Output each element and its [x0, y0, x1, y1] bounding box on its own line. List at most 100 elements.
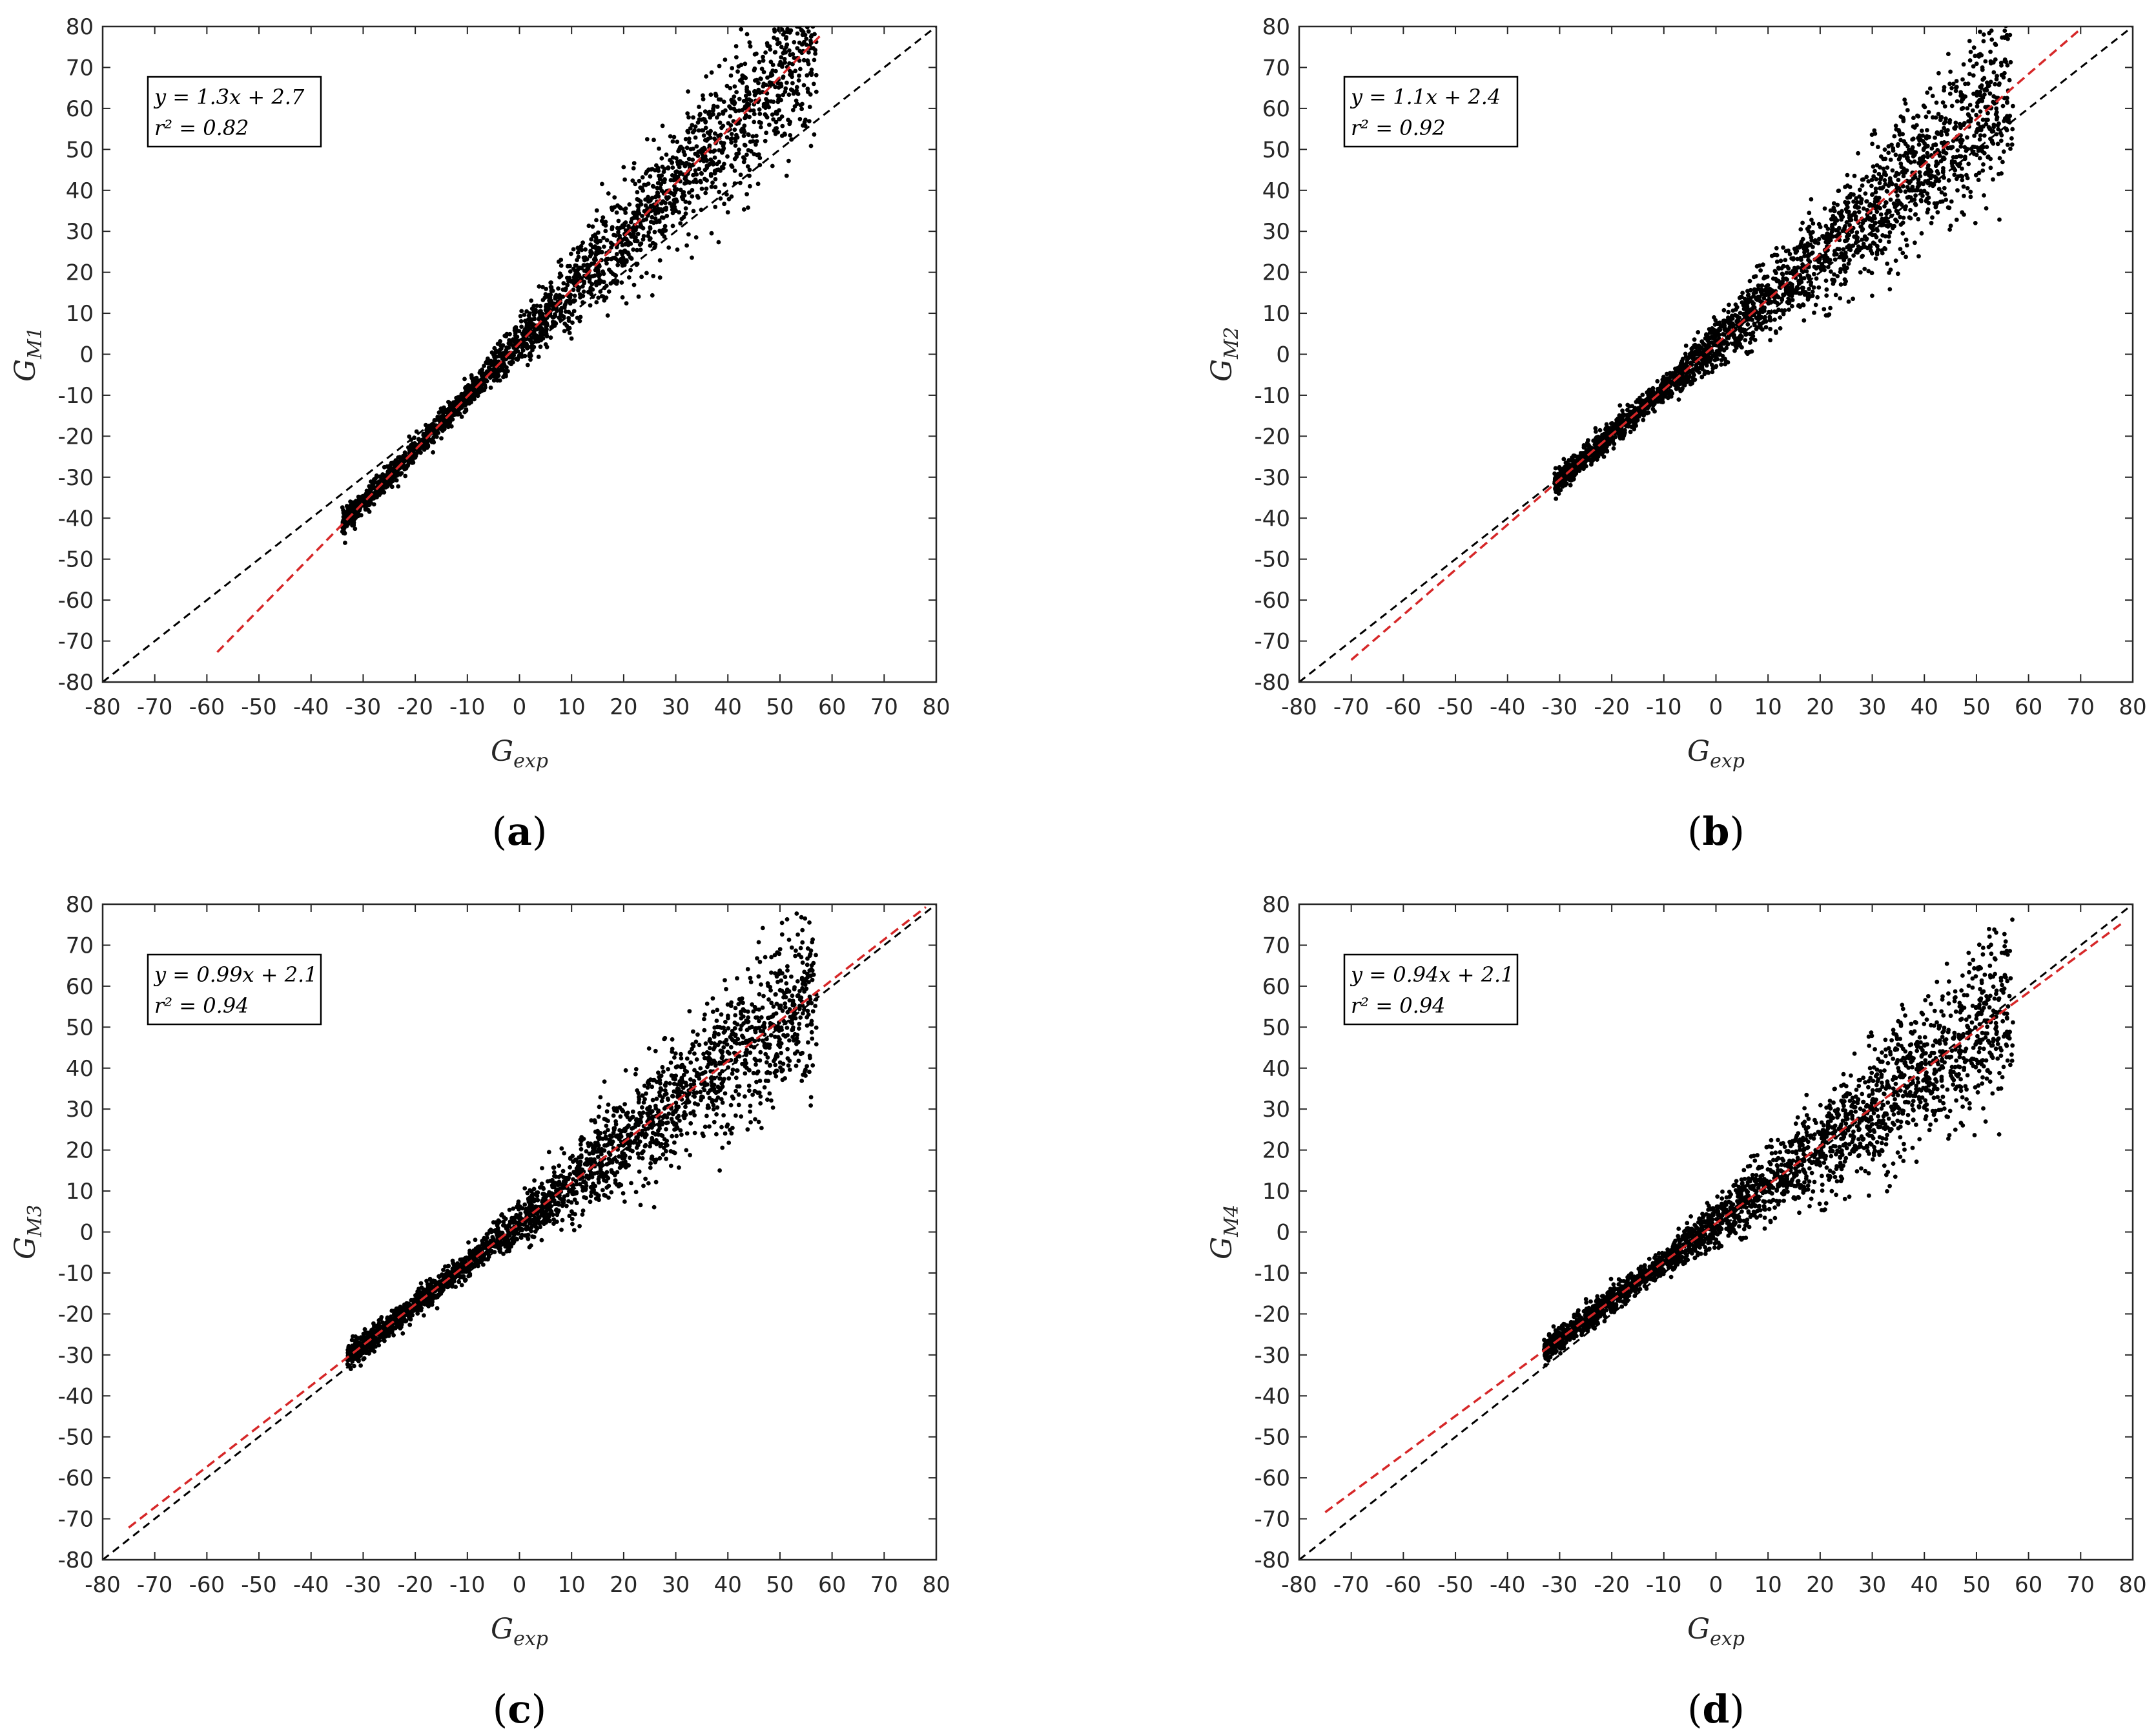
scatter-point — [1811, 245, 1815, 249]
scatter-point — [734, 21, 739, 25]
scatter-point — [1885, 209, 1890, 214]
scatter-point — [776, 85, 781, 90]
scatter-point — [565, 275, 570, 280]
scatter-point — [628, 220, 633, 225]
scatter-point — [1858, 187, 1862, 192]
scatter-point — [686, 115, 691, 120]
scatter-point — [686, 136, 692, 141]
scatter-point — [578, 295, 582, 300]
scatter-point — [1778, 315, 1783, 320]
scatter-point — [693, 135, 698, 140]
y-tick-label: -50 — [57, 547, 94, 573]
scatter-point — [729, 194, 734, 199]
scatter-point — [754, 51, 759, 56]
scatter-point — [1913, 212, 1918, 217]
scatter-point — [739, 63, 744, 67]
scatter-point — [1911, 124, 1916, 129]
scatter-point — [1974, 152, 1979, 158]
scatter-point — [630, 232, 635, 237]
scatter-point — [1781, 311, 1786, 316]
scatter-point — [1917, 170, 1922, 175]
scatter-point — [1981, 32, 1986, 37]
scatter-point — [1952, 172, 1957, 178]
scatter-point — [1870, 141, 1875, 147]
scatter-point — [1898, 161, 1904, 166]
scatter-point — [1772, 253, 1777, 258]
scatter-point — [1861, 206, 1866, 211]
scatter-point — [752, 119, 757, 125]
scatter-point — [574, 264, 579, 268]
scatter-point — [520, 354, 524, 359]
scatter-point — [518, 314, 523, 318]
x-tick-label: -70 — [137, 694, 173, 720]
scatter-point — [719, 125, 724, 130]
scatter-point — [758, 125, 763, 130]
y-tick-label: -70 — [57, 629, 94, 655]
scatter-point — [429, 439, 435, 444]
scatter-point — [717, 63, 722, 68]
scatter-point — [1798, 273, 1803, 278]
scatter-point — [713, 177, 718, 181]
scatter-point — [805, 12, 810, 17]
scatter-point — [789, 137, 794, 142]
scatter-point — [712, 136, 717, 141]
scatter-point — [1847, 223, 1853, 227]
scatter-point — [1871, 174, 1876, 179]
scatter-point — [1774, 259, 1780, 264]
scatter-point — [615, 279, 620, 284]
scatter-point — [1813, 302, 1818, 307]
scatter-point — [694, 172, 699, 177]
scatter-point — [600, 181, 604, 187]
scatter-point — [1993, 13, 1997, 17]
scatter-point — [635, 190, 640, 194]
scatter-point — [589, 237, 594, 242]
scatter-point — [570, 320, 575, 325]
scatter-point — [1812, 310, 1816, 315]
scatter-point — [784, 45, 788, 50]
scatter-point — [808, 3, 812, 7]
scatter-point — [773, 85, 778, 90]
scatter-point — [1888, 158, 1893, 162]
scatter-point — [661, 169, 666, 174]
scatter-point — [1723, 357, 1727, 362]
scatter-point — [1854, 196, 1859, 201]
scatter-point — [1987, 13, 1992, 17]
scatter-point — [693, 168, 698, 173]
scatter-point — [1960, 138, 1965, 143]
scatter-point — [767, 44, 772, 49]
scatter-point — [1972, 133, 1977, 138]
scatter-point — [1572, 453, 1577, 459]
scatter-point — [1824, 293, 1829, 298]
scatter-point — [1816, 222, 1822, 227]
scatter-point — [719, 140, 724, 145]
scatter-point — [568, 301, 573, 306]
scatter-point — [432, 431, 436, 435]
scatter-point — [670, 211, 675, 216]
scatter-point — [777, 62, 783, 67]
scatter-point — [716, 97, 721, 102]
scatter-point — [1968, 194, 1973, 200]
scatter-point — [662, 177, 667, 182]
y-tick-label: -80 — [57, 670, 94, 696]
scatter-point — [652, 138, 656, 143]
scatter-point — [1938, 131, 1943, 136]
scatter-point — [1847, 233, 1852, 238]
scatter-point — [1815, 295, 1820, 300]
scatter-point — [1973, 54, 1978, 59]
scatter-point — [559, 305, 564, 311]
scatter-point — [617, 258, 621, 263]
scatter-point — [1916, 216, 1921, 222]
scatter-point — [684, 178, 689, 183]
scatter-point — [782, 131, 787, 136]
scatter-point — [726, 121, 731, 126]
scatter-point — [579, 243, 584, 249]
scatter-point — [808, 34, 814, 39]
scatter-point — [632, 228, 637, 233]
scatter-point — [702, 145, 706, 150]
scatter-point — [741, 134, 746, 138]
scatter-point — [1898, 214, 1903, 220]
scatter-point — [805, 6, 810, 11]
scatter-point — [1769, 299, 1773, 304]
scatter-point — [1976, 171, 1982, 176]
scatter-point — [1645, 397, 1650, 402]
